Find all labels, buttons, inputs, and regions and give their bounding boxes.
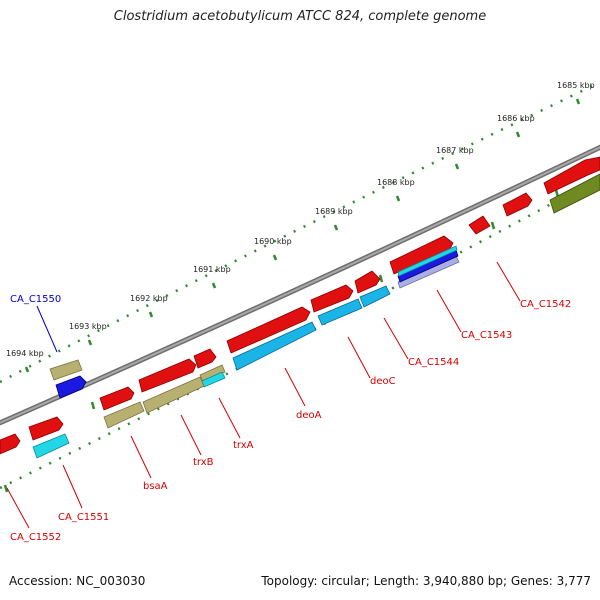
ruler-ticks (3, 98, 581, 493)
label-leader-line (130, 435, 152, 479)
gene-feature-khaki (49, 359, 83, 381)
gene-feature-red (468, 215, 491, 235)
gene-feature-lightblue (359, 285, 391, 308)
gene-feature-khaki (142, 376, 205, 414)
gene-label: CA_C1542 (520, 299, 571, 310)
ruler-label: 1692 kbp (130, 294, 168, 303)
accession-text: Accession: NC_003030 (9, 574, 146, 588)
label-leader-line (62, 464, 83, 509)
ruler-major-tick (211, 282, 217, 289)
label-leader-line (36, 305, 58, 353)
ruler-major-tick (395, 195, 401, 202)
ruler-label: 1693 kbp (69, 322, 107, 331)
gene-feature-red (138, 358, 197, 393)
gene-label: bsaA (143, 481, 168, 492)
map-title: Clostridium acetobutylicum ATCC 824, com… (113, 9, 487, 24)
gene-label: CA_C1543 (461, 330, 512, 341)
ruler-major-tick (515, 131, 521, 138)
ruler-major-tick (3, 484, 9, 493)
ruler-inner-arc (0, 176, 600, 490)
gene-feature-blue (55, 375, 87, 399)
ruler-label: 1686 kbp (497, 114, 535, 123)
gene-label: CA_C1544 (408, 357, 459, 368)
gene-feature-red (502, 192, 533, 217)
ruler-major-tick (333, 224, 339, 231)
ruler-label: 1690 kbp (254, 237, 292, 246)
genome-summary-text: Topology: circular; Length: 3,940,880 bp… (261, 574, 591, 588)
ruler-label: 1691 kbp (193, 265, 231, 274)
gene-label: CA_C1551 (58, 512, 109, 523)
label-leader-line (218, 397, 241, 439)
gene-feature-red (193, 348, 217, 369)
ruler-major-tick (87, 339, 93, 346)
gene-feature-red (354, 270, 381, 294)
gene-feature-red (99, 386, 135, 411)
label-leader-line (6, 487, 30, 529)
ruler-major-tick (24, 366, 30, 373)
gene-label: deoA (296, 410, 322, 421)
gene-feature-olive (549, 173, 600, 214)
ruler-label: 1688 kbp (377, 178, 415, 187)
gene-feature-red (543, 156, 600, 195)
gene-feature-lightblue (317, 298, 363, 326)
label-leader-line (496, 261, 521, 302)
gene-feature-red (28, 416, 64, 441)
ruler-major-tick (378, 274, 384, 283)
gene-feature-khaki (103, 401, 145, 429)
label-leader-line (180, 414, 202, 456)
gene-label: CA_C1552 (10, 532, 61, 543)
ruler-labels: 1685 kbp 1686 kbp 1687 kbp 1688 kbp 1689 kbp… (6, 81, 595, 358)
ruler-major-tick (272, 254, 278, 261)
ruler-label: 1694 kbp (6, 349, 44, 358)
gene-features (0, 156, 600, 459)
label-leader-line (347, 336, 371, 379)
ruler-label: 1685 kbp (557, 81, 595, 90)
gene-feature-red (0, 433, 21, 455)
ruler-major-tick (575, 98, 581, 105)
gene-feature-red (310, 284, 354, 313)
label-leader-line (436, 289, 462, 333)
ruler-major-tick (454, 163, 460, 170)
ruler-label: 1689 kbp (315, 207, 353, 216)
gene-label: trxB (193, 457, 214, 468)
gene-feature-lightblue (232, 321, 317, 371)
gene-labels: CA_C1542 CA_C1543 CA_C1544 deoC deoA trxA trxB… (10, 294, 571, 543)
label-leader-line (284, 367, 306, 407)
gene-label: deoC (370, 376, 396, 387)
gene-label: trxA (233, 440, 254, 451)
gene-feature-red (226, 306, 311, 354)
ruler-major-tick (148, 311, 154, 318)
gene-feature-cyan (397, 245, 458, 277)
gene-feature-khaki (199, 364, 226, 383)
label-leader-line (383, 317, 409, 360)
gene-label: CA_C1550 (10, 294, 61, 305)
ruler-label: 1687 kbp (436, 146, 474, 155)
ruler-major-tick (90, 401, 96, 410)
gene-feature-red (389, 235, 454, 275)
label-leader-lines (6, 261, 521, 529)
gene-feature-cyan (32, 433, 70, 459)
ruler-major-tick (490, 221, 496, 230)
